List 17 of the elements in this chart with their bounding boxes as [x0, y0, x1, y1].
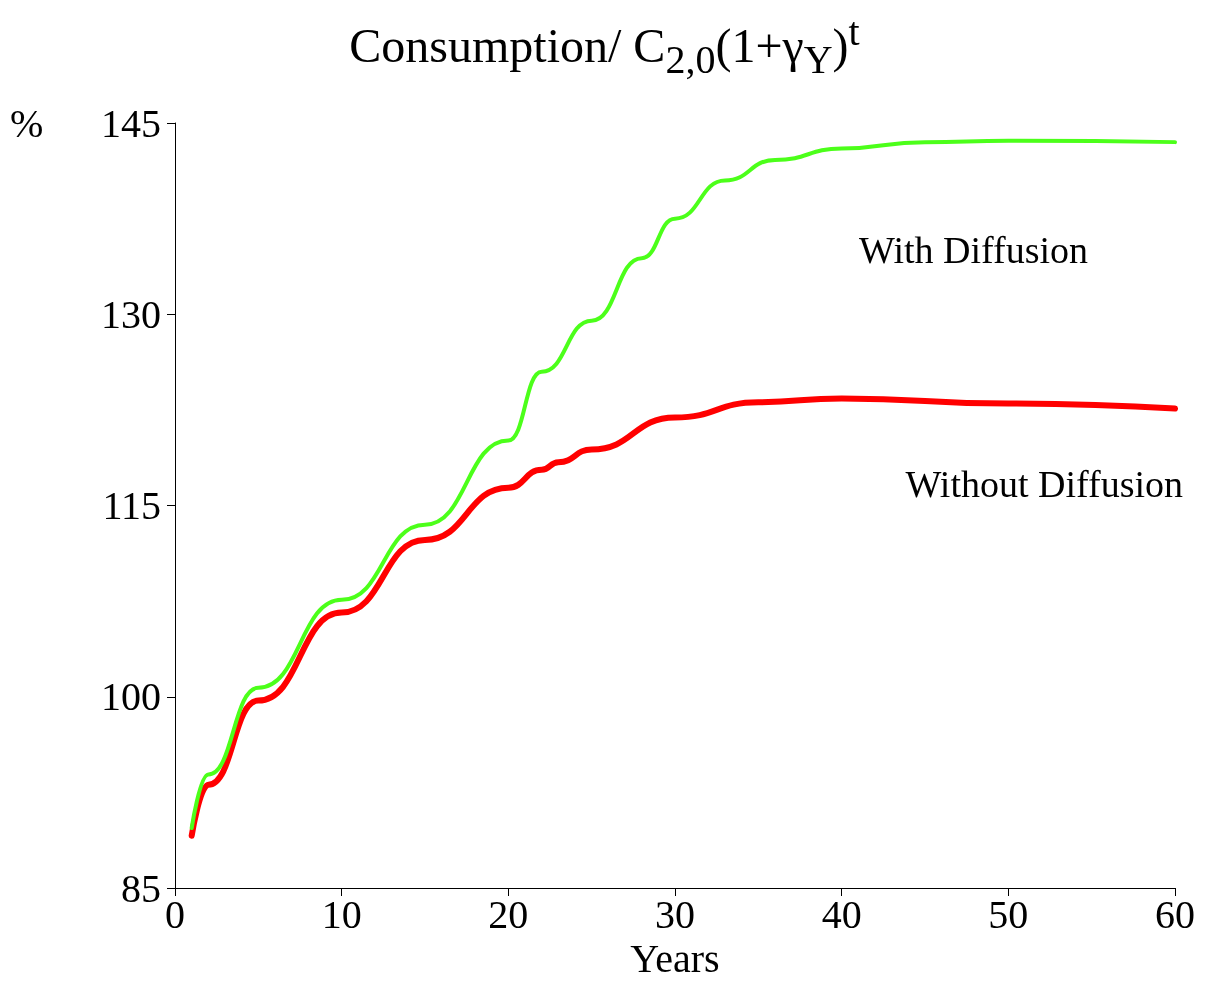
x-tick-label: 60 — [1155, 891, 1195, 937]
x-tick-label: 30 — [655, 891, 695, 937]
y-tick-label: 85 — [121, 865, 161, 911]
y-tick-label: 115 — [102, 483, 161, 528]
y-axis-title: % — [10, 100, 44, 146]
x-tick-label: 10 — [321, 891, 362, 937]
text: With Diffusion — [859, 229, 1088, 272]
series-label: Without Diffusion — [905, 462, 1183, 505]
x-tick-label: 40 — [821, 891, 862, 937]
x-tick-label: 20 — [488, 891, 529, 937]
x-tick-label: 0 — [165, 891, 185, 937]
y-tick-label: 100 — [101, 674, 161, 720]
chart-title: Consumption/ C$_{2,0}$(1+γ$_{Y}$)$^{t}$ — [348, 8, 861, 83]
x-axis-title: Years — [630, 936, 720, 982]
x-tick-label: 50 — [988, 891, 1029, 937]
y-tick-label: 145 — [101, 100, 161, 146]
y-tick-label: 130 — [101, 291, 161, 337]
